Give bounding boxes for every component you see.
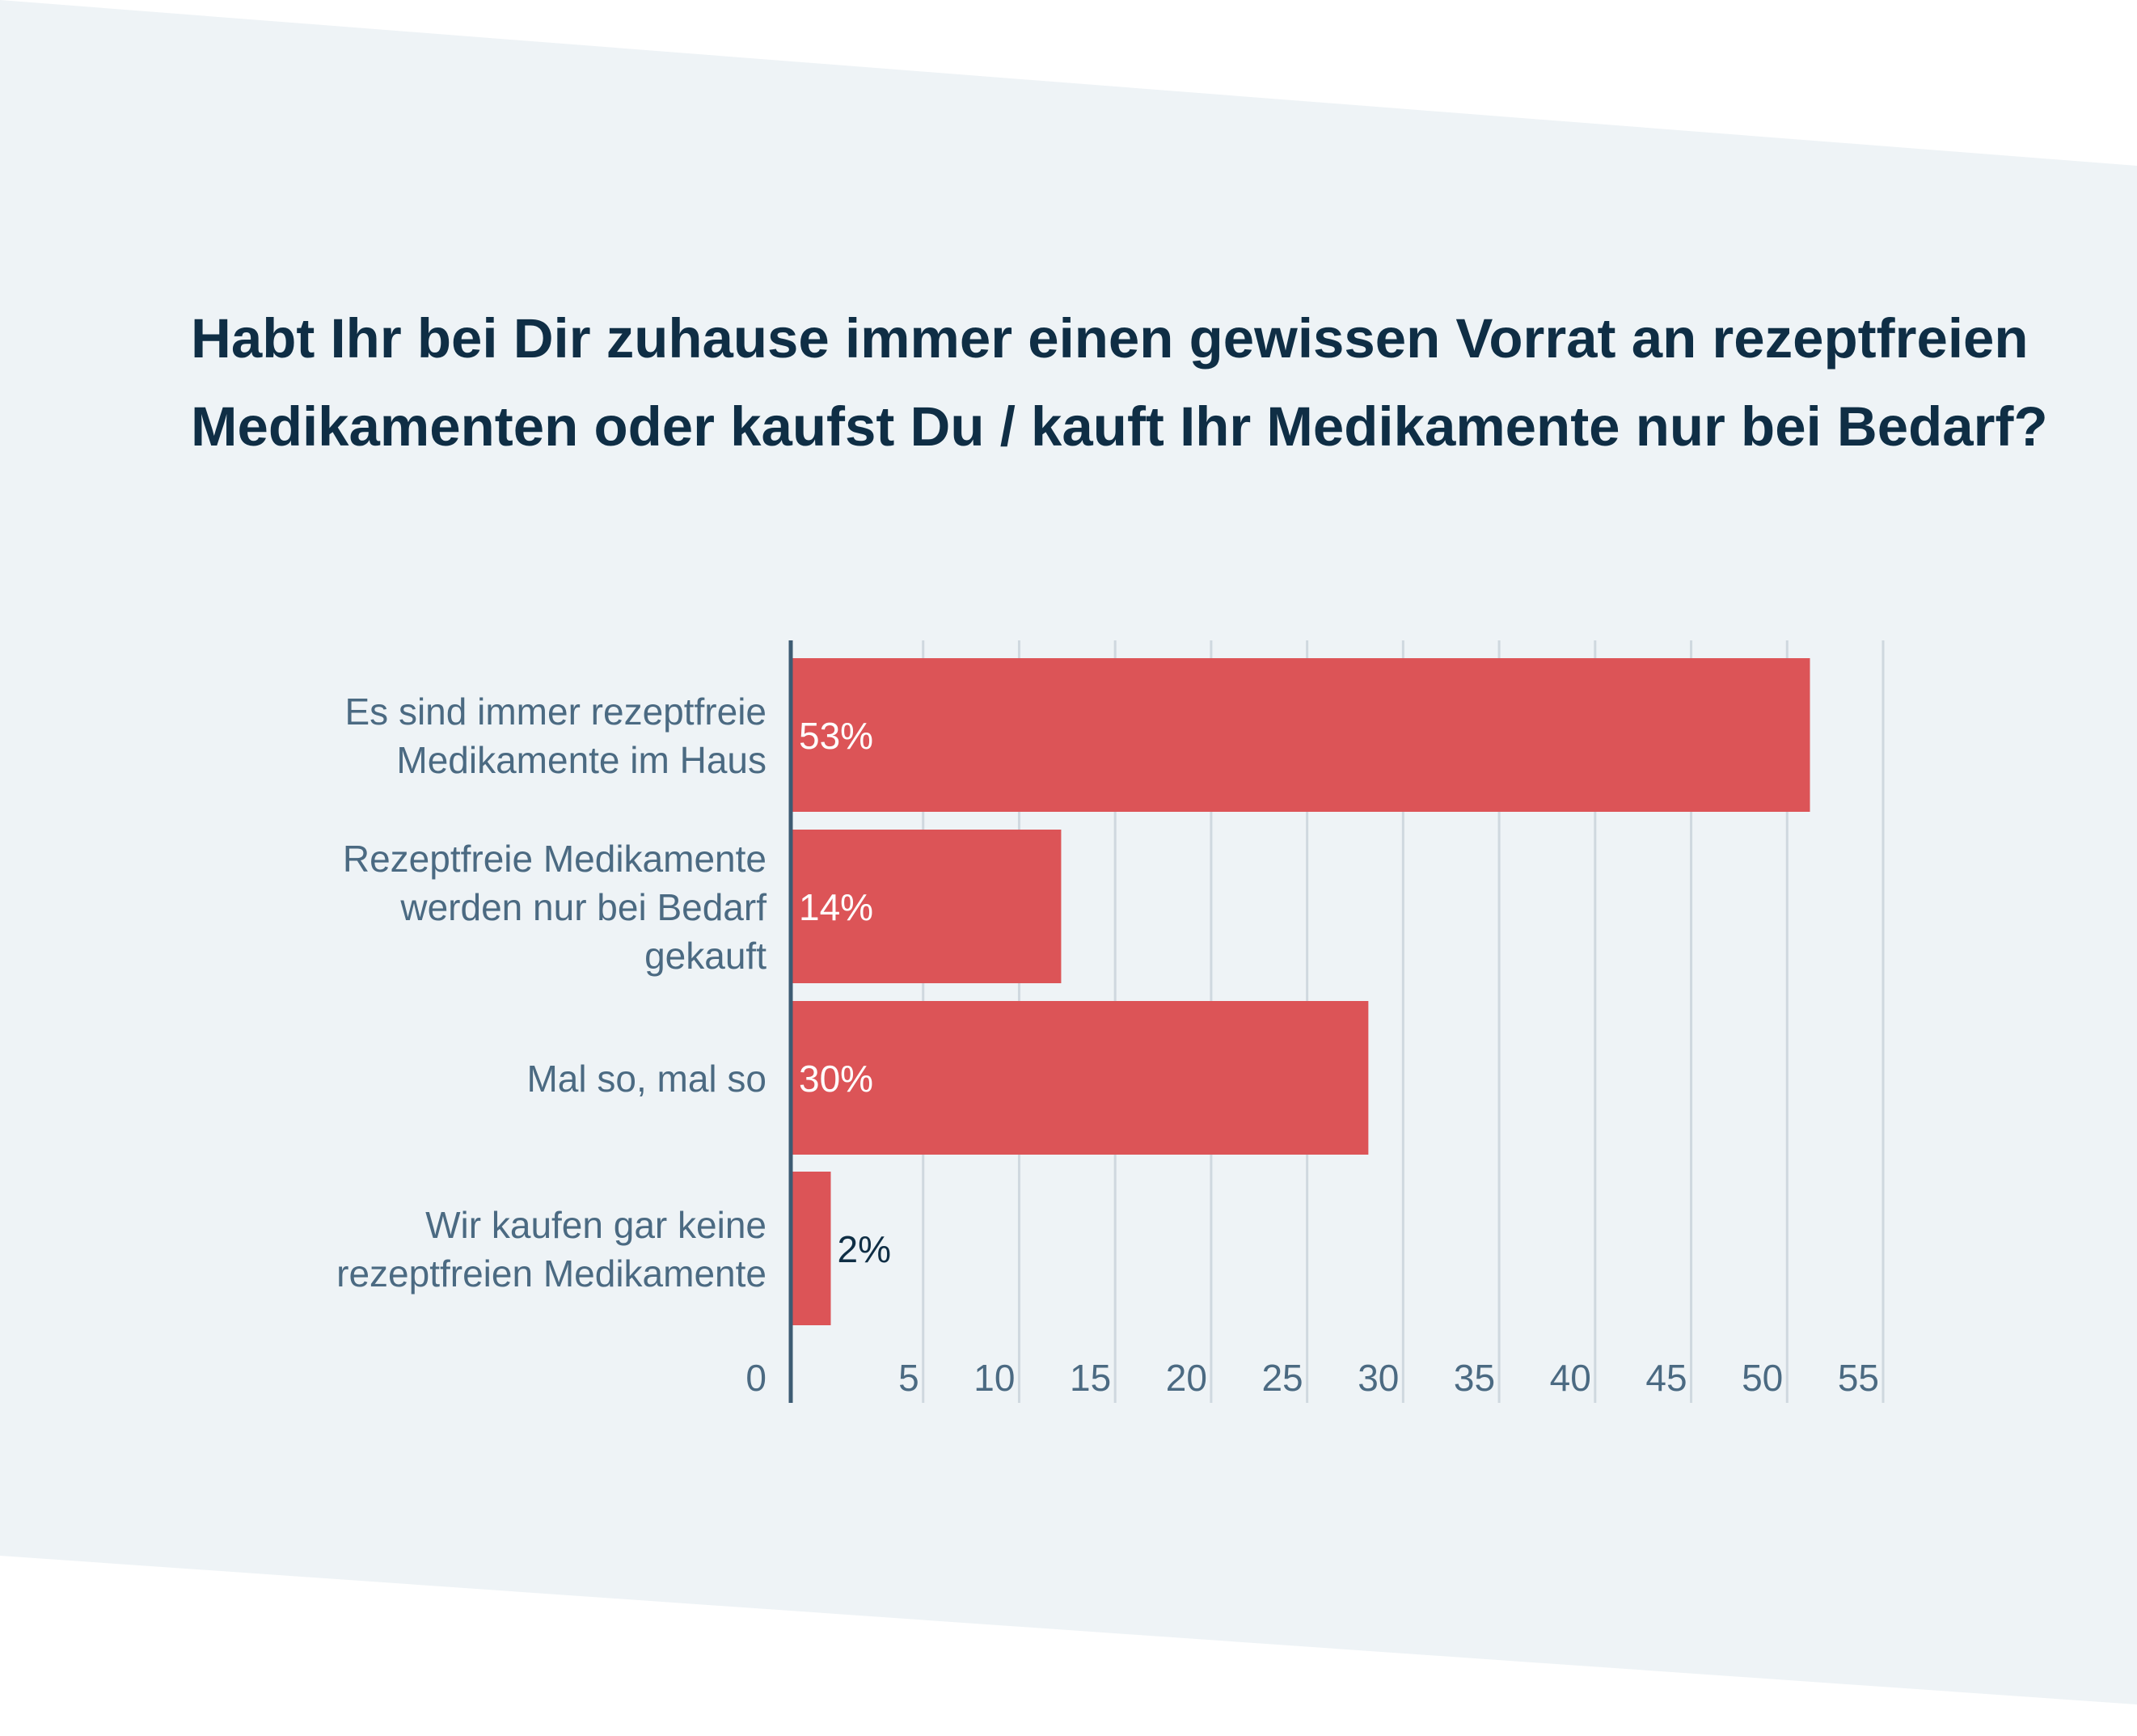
category-label-0-1: Medikamente im Haus [396,739,767,781]
bar-value-label-1: 14% [799,886,873,928]
x-tick-label-40: 40 [1550,1357,1591,1399]
category-label-1-2: gekauft [644,935,767,977]
x-tick-label-5: 5 [898,1357,919,1399]
x-tick-label-25: 25 [1261,1357,1303,1399]
x-tick-label-15: 15 [1070,1357,1111,1399]
bar-3 [792,1172,831,1325]
x-tick-label-10: 10 [973,1357,1015,1399]
x-tick-label-30: 30 [1358,1357,1399,1399]
category-label-1-0: Rezeptfreie Medikamente [343,838,767,880]
category-label-1-1: werden nur bei Bedarf [399,886,767,928]
x-tick-label-50: 50 [1742,1357,1783,1399]
bar-2 [792,1001,1369,1155]
x-tick-label-0: 0 [745,1357,767,1399]
x-tick-label-20: 20 [1166,1357,1207,1399]
bar-value-label-2: 30% [799,1058,873,1100]
bar-value-label-0: 53% [799,715,873,757]
category-label-2-0: Mal so, mal so [526,1058,767,1100]
category-label-0-0: Es sind immer rezeptfreie [345,691,767,733]
x-tick-label-35: 35 [1454,1357,1495,1399]
category-label-3-0: Wir kaufen gar keine [425,1204,767,1246]
bar-1 [792,830,1062,983]
chart-title-line-2: Medikamenten oder kaufst Du / kauft Ihr … [191,395,2048,458]
bar-value-label-3: 2% [837,1228,890,1270]
x-tick-label-55: 55 [1838,1357,1879,1399]
chart-title-line-1: Habt Ihr bei Dir zuhause immer einen gew… [191,307,2029,370]
category-label-3-1: rezeptfreien Medikamente [336,1252,767,1295]
bar-0 [792,658,1810,812]
x-tick-label-45: 45 [1645,1357,1687,1399]
